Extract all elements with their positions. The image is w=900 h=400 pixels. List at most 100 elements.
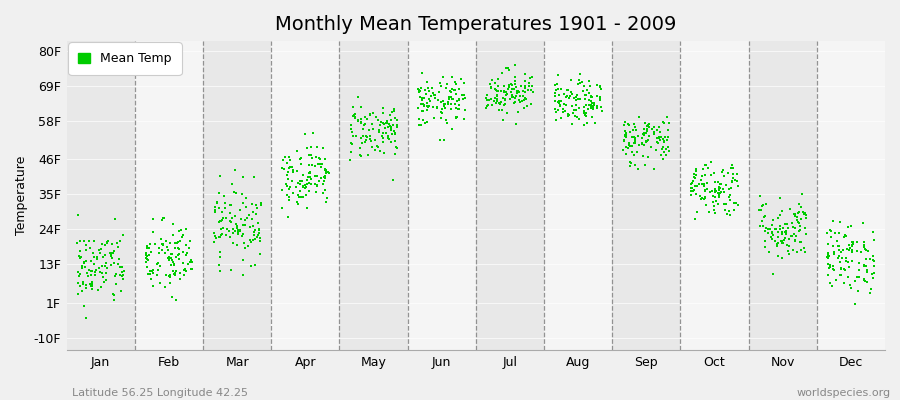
Point	[319, 156, 333, 162]
Point	[280, 183, 294, 190]
Point	[380, 118, 394, 124]
Point	[725, 178, 740, 184]
Point	[567, 107, 581, 113]
Point	[452, 106, 466, 113]
Point	[791, 228, 806, 235]
Point	[730, 171, 744, 177]
Point	[689, 182, 704, 189]
Point	[381, 124, 395, 130]
Point	[697, 196, 711, 202]
Point	[90, 254, 104, 260]
Point	[775, 228, 789, 235]
Point	[419, 79, 434, 86]
Point	[511, 88, 526, 95]
Point	[417, 102, 431, 109]
Point	[688, 166, 703, 172]
Point	[210, 198, 224, 205]
Point	[625, 134, 639, 140]
Point	[492, 107, 507, 113]
Point	[290, 168, 304, 174]
Point	[789, 214, 804, 220]
Point	[631, 133, 645, 139]
Point	[446, 96, 460, 102]
Point	[593, 83, 608, 89]
Point	[501, 65, 516, 72]
Point	[99, 239, 113, 245]
Point	[495, 70, 509, 76]
Point	[171, 256, 185, 262]
Point	[302, 173, 317, 180]
Point	[641, 122, 655, 128]
Point	[507, 86, 521, 92]
Point	[836, 234, 850, 240]
Point	[308, 172, 322, 179]
Point	[570, 114, 584, 120]
Point	[183, 259, 197, 266]
Point	[774, 231, 788, 237]
Point	[158, 238, 173, 244]
Point	[319, 166, 333, 173]
Point	[390, 121, 404, 128]
Point	[481, 102, 495, 108]
Point	[483, 85, 498, 91]
Point	[421, 96, 436, 102]
Point	[214, 218, 229, 224]
Point	[444, 100, 458, 107]
Point	[214, 226, 229, 232]
Point	[825, 283, 840, 289]
Point	[83, 281, 97, 288]
Point	[496, 117, 510, 124]
Point	[857, 277, 871, 283]
Point	[302, 188, 317, 194]
Point	[74, 254, 88, 260]
Point	[356, 132, 370, 139]
Point	[426, 90, 440, 97]
Point	[514, 83, 528, 89]
Point	[319, 168, 333, 175]
Point	[832, 272, 847, 278]
Point	[383, 124, 398, 130]
Point	[445, 96, 459, 102]
Point	[685, 184, 699, 191]
Point	[75, 264, 89, 271]
Point	[625, 149, 639, 156]
Point	[154, 235, 168, 242]
Point	[496, 83, 510, 89]
Point	[415, 108, 429, 114]
Point	[846, 241, 860, 248]
Point	[638, 130, 652, 136]
Point	[798, 212, 813, 218]
Point	[249, 210, 264, 217]
Point	[752, 192, 767, 199]
Point	[389, 144, 403, 150]
Point	[305, 162, 320, 168]
Point	[384, 108, 399, 115]
Point	[104, 241, 119, 248]
Point	[845, 243, 859, 250]
Point	[214, 232, 229, 238]
Point	[359, 134, 374, 140]
Point	[166, 259, 180, 265]
Point	[106, 290, 121, 297]
Point	[797, 210, 812, 216]
Point	[822, 265, 836, 272]
Point	[253, 238, 267, 245]
Point	[752, 223, 767, 229]
Point	[282, 154, 296, 161]
Point	[141, 271, 156, 277]
Point	[505, 92, 519, 98]
Point	[688, 175, 702, 181]
Point	[280, 176, 294, 182]
Point	[792, 227, 806, 234]
Point	[725, 171, 740, 177]
Point	[182, 245, 196, 251]
Point	[791, 220, 806, 227]
Point	[344, 126, 358, 132]
Point	[415, 95, 429, 102]
Point	[500, 91, 515, 98]
Point	[160, 247, 175, 253]
Point	[722, 186, 736, 192]
Point	[350, 118, 365, 124]
Point	[230, 222, 244, 229]
Point	[85, 258, 99, 264]
